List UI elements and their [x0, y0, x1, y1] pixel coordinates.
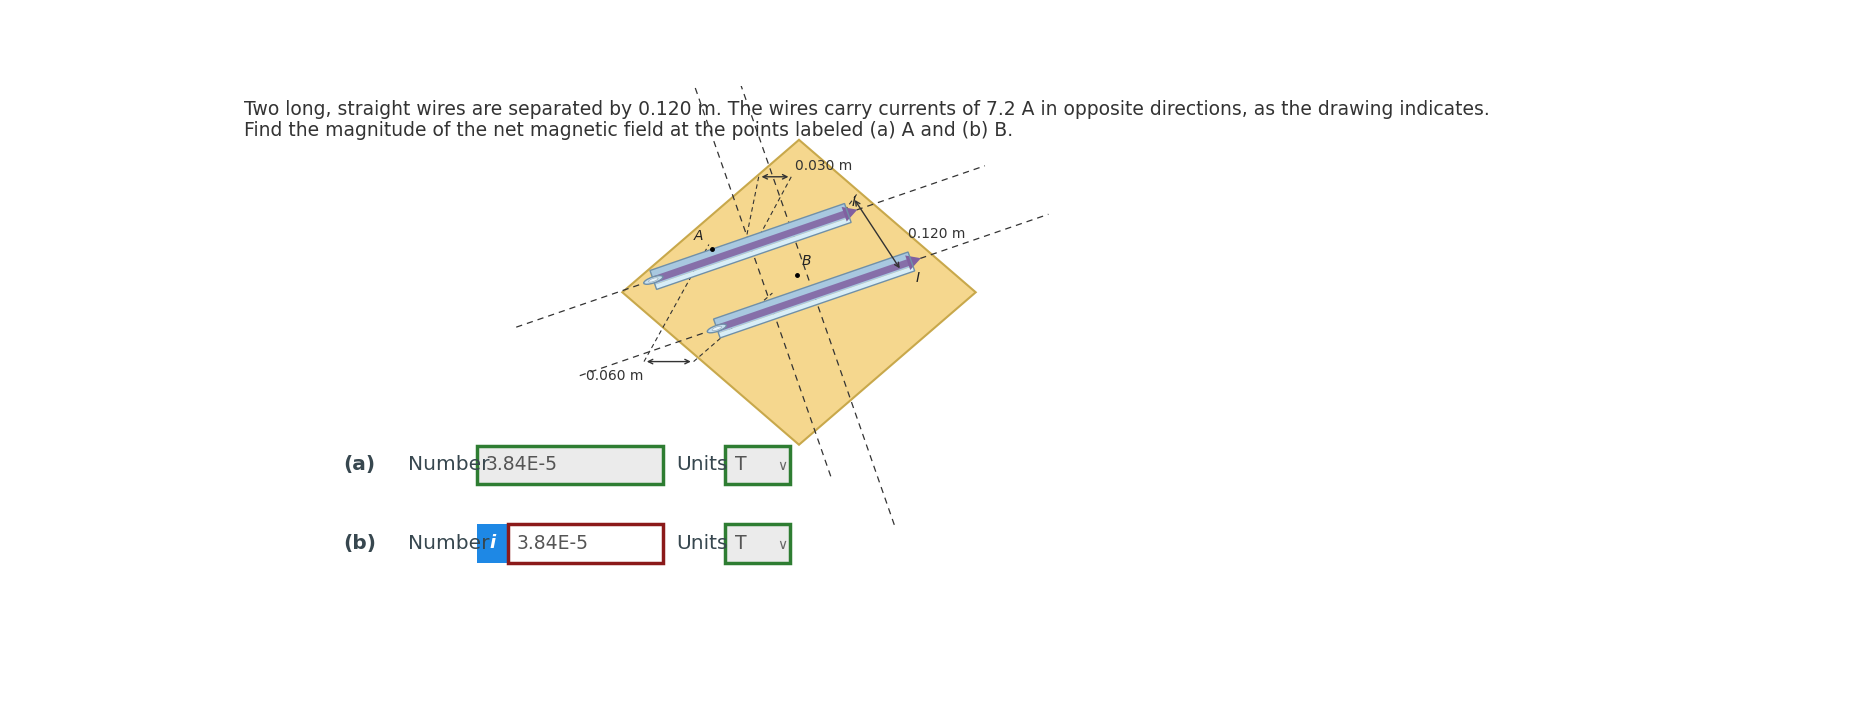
Text: Units: Units: [677, 455, 728, 474]
Text: 0.060 m: 0.060 m: [586, 369, 644, 383]
Polygon shape: [655, 218, 851, 289]
Polygon shape: [905, 256, 922, 270]
Text: Units: Units: [677, 534, 728, 553]
Text: 0.120 m: 0.120 m: [907, 227, 965, 241]
Text: A: A: [694, 229, 703, 243]
Text: 3.84E-5: 3.84E-5: [485, 455, 558, 474]
Text: (a): (a): [343, 455, 375, 474]
Text: I: I: [916, 271, 920, 285]
Text: Find the magnitude of the net magnetic field at the points labeled (a) A and (b): Find the magnitude of the net magnetic f…: [244, 121, 1013, 140]
Polygon shape: [621, 140, 976, 445]
Text: Number: Number: [407, 534, 489, 553]
Polygon shape: [651, 210, 849, 284]
Text: Number: Number: [407, 455, 489, 474]
Text: ∨: ∨: [778, 459, 787, 473]
Ellipse shape: [707, 324, 726, 333]
FancyBboxPatch shape: [724, 524, 791, 563]
Text: Two long, straight wires are separated by 0.120 m. The wires carry currents of 7: Two long, straight wires are separated b…: [244, 100, 1489, 119]
Text: B: B: [801, 254, 812, 268]
Text: 0.030 m: 0.030 m: [795, 159, 853, 173]
Text: T: T: [735, 534, 746, 553]
Ellipse shape: [644, 276, 662, 284]
Ellipse shape: [713, 326, 722, 331]
FancyBboxPatch shape: [478, 445, 664, 484]
FancyBboxPatch shape: [478, 524, 508, 563]
Text: ∨: ∨: [778, 538, 787, 552]
Text: I: I: [851, 195, 856, 209]
FancyBboxPatch shape: [508, 524, 664, 563]
Text: 3.84E-5: 3.84E-5: [517, 534, 588, 553]
Polygon shape: [717, 258, 912, 332]
Polygon shape: [713, 252, 912, 333]
Polygon shape: [718, 266, 914, 338]
Text: T: T: [735, 455, 746, 474]
Polygon shape: [649, 203, 849, 285]
Text: i: i: [489, 534, 496, 552]
Text: (b): (b): [343, 534, 377, 553]
Polygon shape: [842, 207, 856, 221]
FancyBboxPatch shape: [724, 445, 791, 484]
Ellipse shape: [649, 278, 659, 282]
